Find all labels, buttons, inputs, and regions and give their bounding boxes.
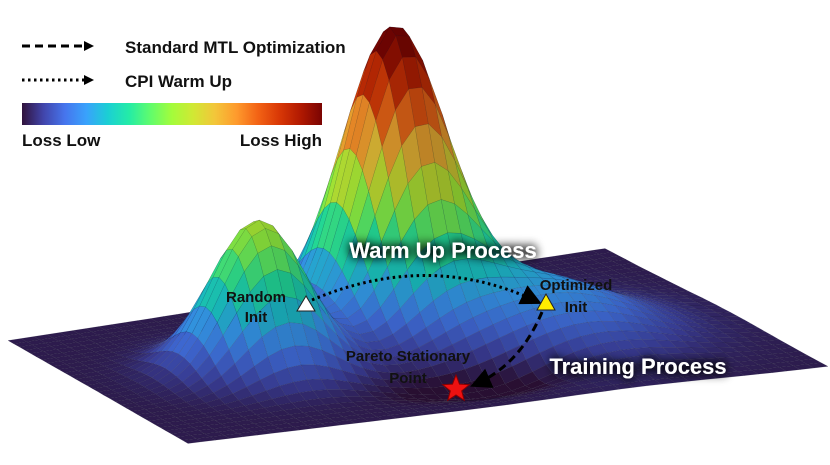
random-init-marker: [296, 295, 316, 312]
loss-surface: [7, 26, 829, 444]
colorbar-low-label: Loss Low: [22, 131, 101, 150]
optimized-init-label-line2: Init: [565, 299, 588, 316]
training-process-label: Training Process: [549, 354, 726, 379]
pareto-label-line2: Point: [389, 370, 427, 387]
optimized-init-marker: [536, 292, 556, 311]
random-init-label-line1: Random: [226, 289, 286, 306]
warm-up-path: [311, 274, 542, 305]
random-init-label-line2: Init: [245, 309, 268, 326]
legend-dashed-label: Standard MTL Optimization: [125, 38, 346, 57]
colorbar-high-label: Loss High: [240, 131, 322, 150]
warm-up-process-label: Warm Up Process: [349, 238, 536, 263]
optimized-init-label-line1: Optimized: [540, 277, 613, 294]
colorbar: [22, 103, 322, 125]
arrowhead-icon: [84, 75, 94, 85]
pareto-label-line1: Pareto Stationary: [346, 348, 471, 365]
surface-mesh-cell: [806, 362, 829, 369]
legend-dotted-label: CPI Warm Up: [125, 72, 232, 91]
training-path: [470, 311, 544, 388]
pareto-stationary-marker: [441, 373, 471, 402]
arrowhead-icon: [84, 41, 94, 51]
legend: Standard MTL Optimization CPI Warm Up Lo…: [22, 38, 346, 150]
